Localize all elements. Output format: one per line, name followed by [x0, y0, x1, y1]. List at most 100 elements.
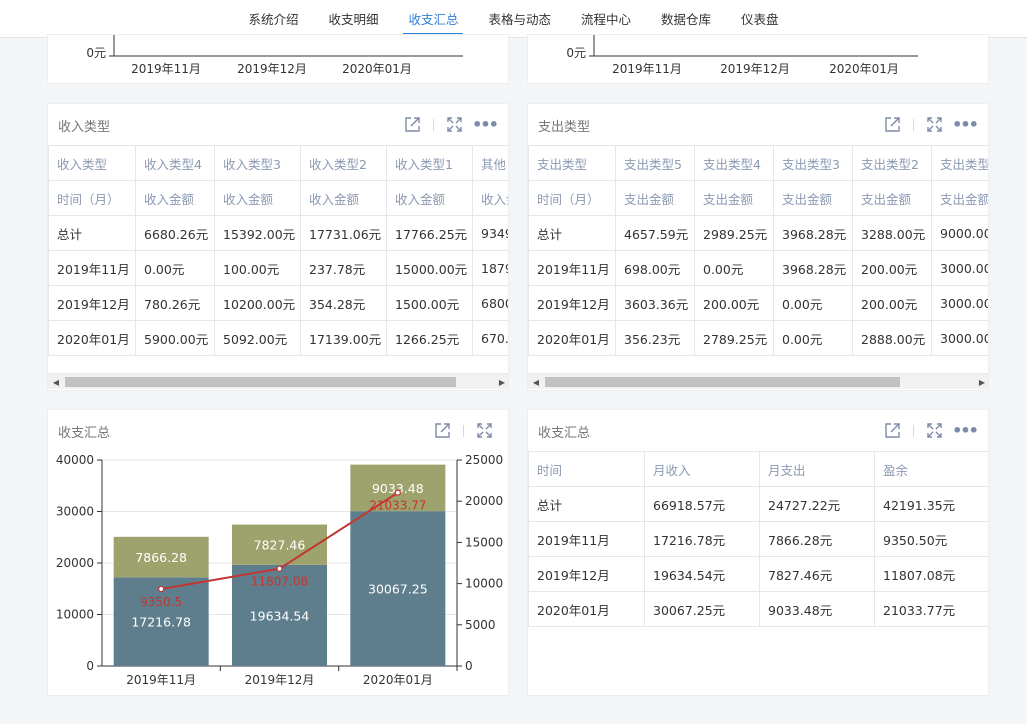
- table-cell: 42191.35元: [874, 486, 988, 522]
- more-icon[interactable]: •••: [952, 114, 979, 134]
- table-cell: 17766.25元: [386, 215, 473, 251]
- table-cell: 3288.00元: [852, 215, 932, 251]
- income-data-label: 19634.54: [250, 608, 310, 623]
- more-icon[interactable]: •••: [472, 114, 499, 134]
- table-cell: 0.00元: [135, 250, 215, 286]
- table-header-row: 收入类型 收入类型4 收入类型3 收入类型2 收入类型1 其他: [48, 145, 508, 181]
- income-bar: [232, 564, 327, 666]
- summary-chart-tools: [433, 421, 494, 440]
- table-row: 总计 4657.59元 2989.25元 3968.28元 3288.00元 9000.0…: [528, 215, 988, 251]
- fullscreen-icon[interactable]: [445, 115, 464, 134]
- y-axis-tick-label: 30000: [56, 505, 94, 519]
- table-cell: 2888.00元: [852, 320, 932, 356]
- expense-type-table-viewport: 支出类型 支出类型5 支出类型4 支出类型3 支出类型2 支出类型 时间（月） 支出金额 支出金…: [528, 145, 988, 357]
- tool-separator: [463, 424, 464, 437]
- open-external-icon[interactable]: [433, 421, 452, 440]
- scroll-thumb[interactable]: [545, 377, 900, 387]
- table-cell: 354.28元: [300, 285, 387, 321]
- table-cell: 7827.46元: [759, 556, 875, 592]
- fullscreen-icon[interactable]: [925, 421, 944, 440]
- table-row: 2020年01月 30067.25元 9033.48元 21033.77元: [528, 591, 988, 627]
- top-left-mini-chart: 0元 2019年11月 2019年12月 2020年01月: [86, 35, 463, 76]
- table-cell: 7866.28元: [759, 521, 875, 557]
- nav-tab-income-detail[interactable]: 收支明细: [328, 12, 379, 27]
- table-cell: 3603.36元: [615, 285, 695, 321]
- nav-tab-system-intro[interactable]: 系统介绍: [248, 12, 299, 27]
- summary-chart-title: 收支汇总: [58, 426, 111, 441]
- fullscreen-icon[interactable]: [925, 115, 944, 134]
- surplus-point: [158, 585, 165, 593]
- table-header-cell: 收入类型: [48, 145, 136, 181]
- table-cell: 2020年01月: [48, 320, 136, 356]
- open-external-icon[interactable]: [883, 421, 902, 440]
- table-cell: 0.00元: [694, 250, 774, 286]
- table-header-cell: 收入类型1: [386, 145, 473, 181]
- table-cell: 2789.25元: [694, 320, 774, 356]
- table-cell: 11807.08元: [874, 556, 988, 592]
- table-cell: 2019年11月: [528, 521, 645, 557]
- y2-axis-tick-label: 20000: [465, 494, 503, 508]
- table-cell: 6680.26元: [135, 215, 215, 251]
- scroll-left-icon[interactable]: ◀: [52, 377, 60, 387]
- nav-tab-income-summary[interactable]: 收支汇总: [393, 0, 473, 37]
- table-header-cell: 时间: [528, 451, 645, 487]
- income-type-title: 收入类型: [58, 120, 111, 135]
- scroll-thumb[interactable]: [65, 377, 456, 387]
- table-cell: 总计: [528, 215, 616, 251]
- table-cell: 356.23元: [615, 320, 695, 356]
- income-type-hscrollbar[interactable]: ◀ ▶: [48, 373, 508, 389]
- table-header-cell: 支出金额: [931, 180, 988, 216]
- tool-separator: [913, 118, 914, 131]
- surplus-point: [276, 565, 283, 572]
- open-external-icon[interactable]: [883, 115, 902, 134]
- income-bar: [350, 511, 446, 666]
- table-header-cell: 支出金额: [694, 180, 774, 216]
- table-cell: 24727.22元: [759, 486, 875, 522]
- table-header-cell: 支出类型5: [615, 145, 695, 181]
- tool-separator: [433, 118, 434, 131]
- nav-tab-dashboard[interactable]: 仪表盘: [741, 12, 779, 27]
- table-cell: 2019年12月: [528, 556, 645, 592]
- nav-tab-process-center[interactable]: 流程中心: [581, 12, 632, 27]
- table-cell: 0.00元: [773, 285, 853, 321]
- table-cell: 2019年11月: [48, 250, 136, 286]
- table-header-cell: 支出金额: [615, 180, 695, 216]
- table-cell: 15392.00元: [214, 215, 301, 251]
- scroll-right-icon[interactable]: ▶: [498, 377, 506, 387]
- expense-type-title: 支出类型: [538, 120, 591, 135]
- expense-data-label: 7866.28: [135, 550, 187, 565]
- expense-data-label: 9033.48: [372, 481, 424, 496]
- summary-table: 时间 月收入 月支出 盈余 总计 66918.57元 24727.22元 42191.35元 2…: [528, 451, 988, 627]
- nav-tab-data-warehouse[interactable]: 数据仓库: [661, 12, 712, 27]
- table-header-cell: 月支出: [759, 451, 875, 487]
- table-cell: 2019年11月: [528, 250, 616, 286]
- surplus-data-label: 9350.5: [140, 595, 182, 609]
- nav-tab-table-dynamics[interactable]: 表格与动态: [488, 12, 551, 27]
- x-axis-tick-label: 2019年12月: [245, 673, 315, 687]
- y2-axis-tick-label: 0: [465, 659, 473, 673]
- top-nav: 系统介绍 收支明细 收支汇总 表格与动态 流程中心 数据仓库 仪表盘: [0, 0, 1027, 38]
- table-cell: 9349: [472, 215, 508, 251]
- expense-type-table: 支出类型 支出类型5 支出类型4 支出类型3 支出类型2 支出类型 时间（月） 支出金额 支出金…: [528, 145, 988, 356]
- table-cell: 9000.00: [931, 215, 988, 251]
- more-icon[interactable]: •••: [952, 420, 979, 440]
- table-cell: 6800: [472, 285, 508, 321]
- table-row: 2019年12月 19634.54元 7827.46元 11807.08元: [528, 556, 988, 592]
- table-cell: 5092.00元: [214, 320, 301, 356]
- scroll-left-icon[interactable]: ◀: [532, 377, 540, 387]
- y2-axis-tick-label: 5000: [465, 618, 496, 632]
- table-header-cell: 支出类型4: [694, 145, 774, 181]
- summary-table-tools: •••: [883, 420, 979, 440]
- fullscreen-icon[interactable]: [475, 421, 494, 440]
- top-right-mini-chart: 0元 2019年11月 2019年12月 2020年01月: [566, 35, 918, 76]
- table-cell: 10200.00元: [214, 285, 301, 321]
- table-header-row: 支出类型 支出类型5 支出类型4 支出类型3 支出类型2 支出类型: [528, 145, 988, 181]
- expense-type-hscrollbar[interactable]: ◀ ▶: [528, 373, 988, 389]
- y-axis-tick-label: 10000: [56, 608, 94, 622]
- table-cell: 3000.00: [931, 320, 988, 356]
- scroll-right-icon[interactable]: ▶: [978, 377, 986, 387]
- table-header-cell: 支出金额: [852, 180, 932, 216]
- table-row: 2019年11月 17216.78元 7866.28元 9350.50元: [528, 521, 988, 557]
- open-external-icon[interactable]: [403, 115, 422, 134]
